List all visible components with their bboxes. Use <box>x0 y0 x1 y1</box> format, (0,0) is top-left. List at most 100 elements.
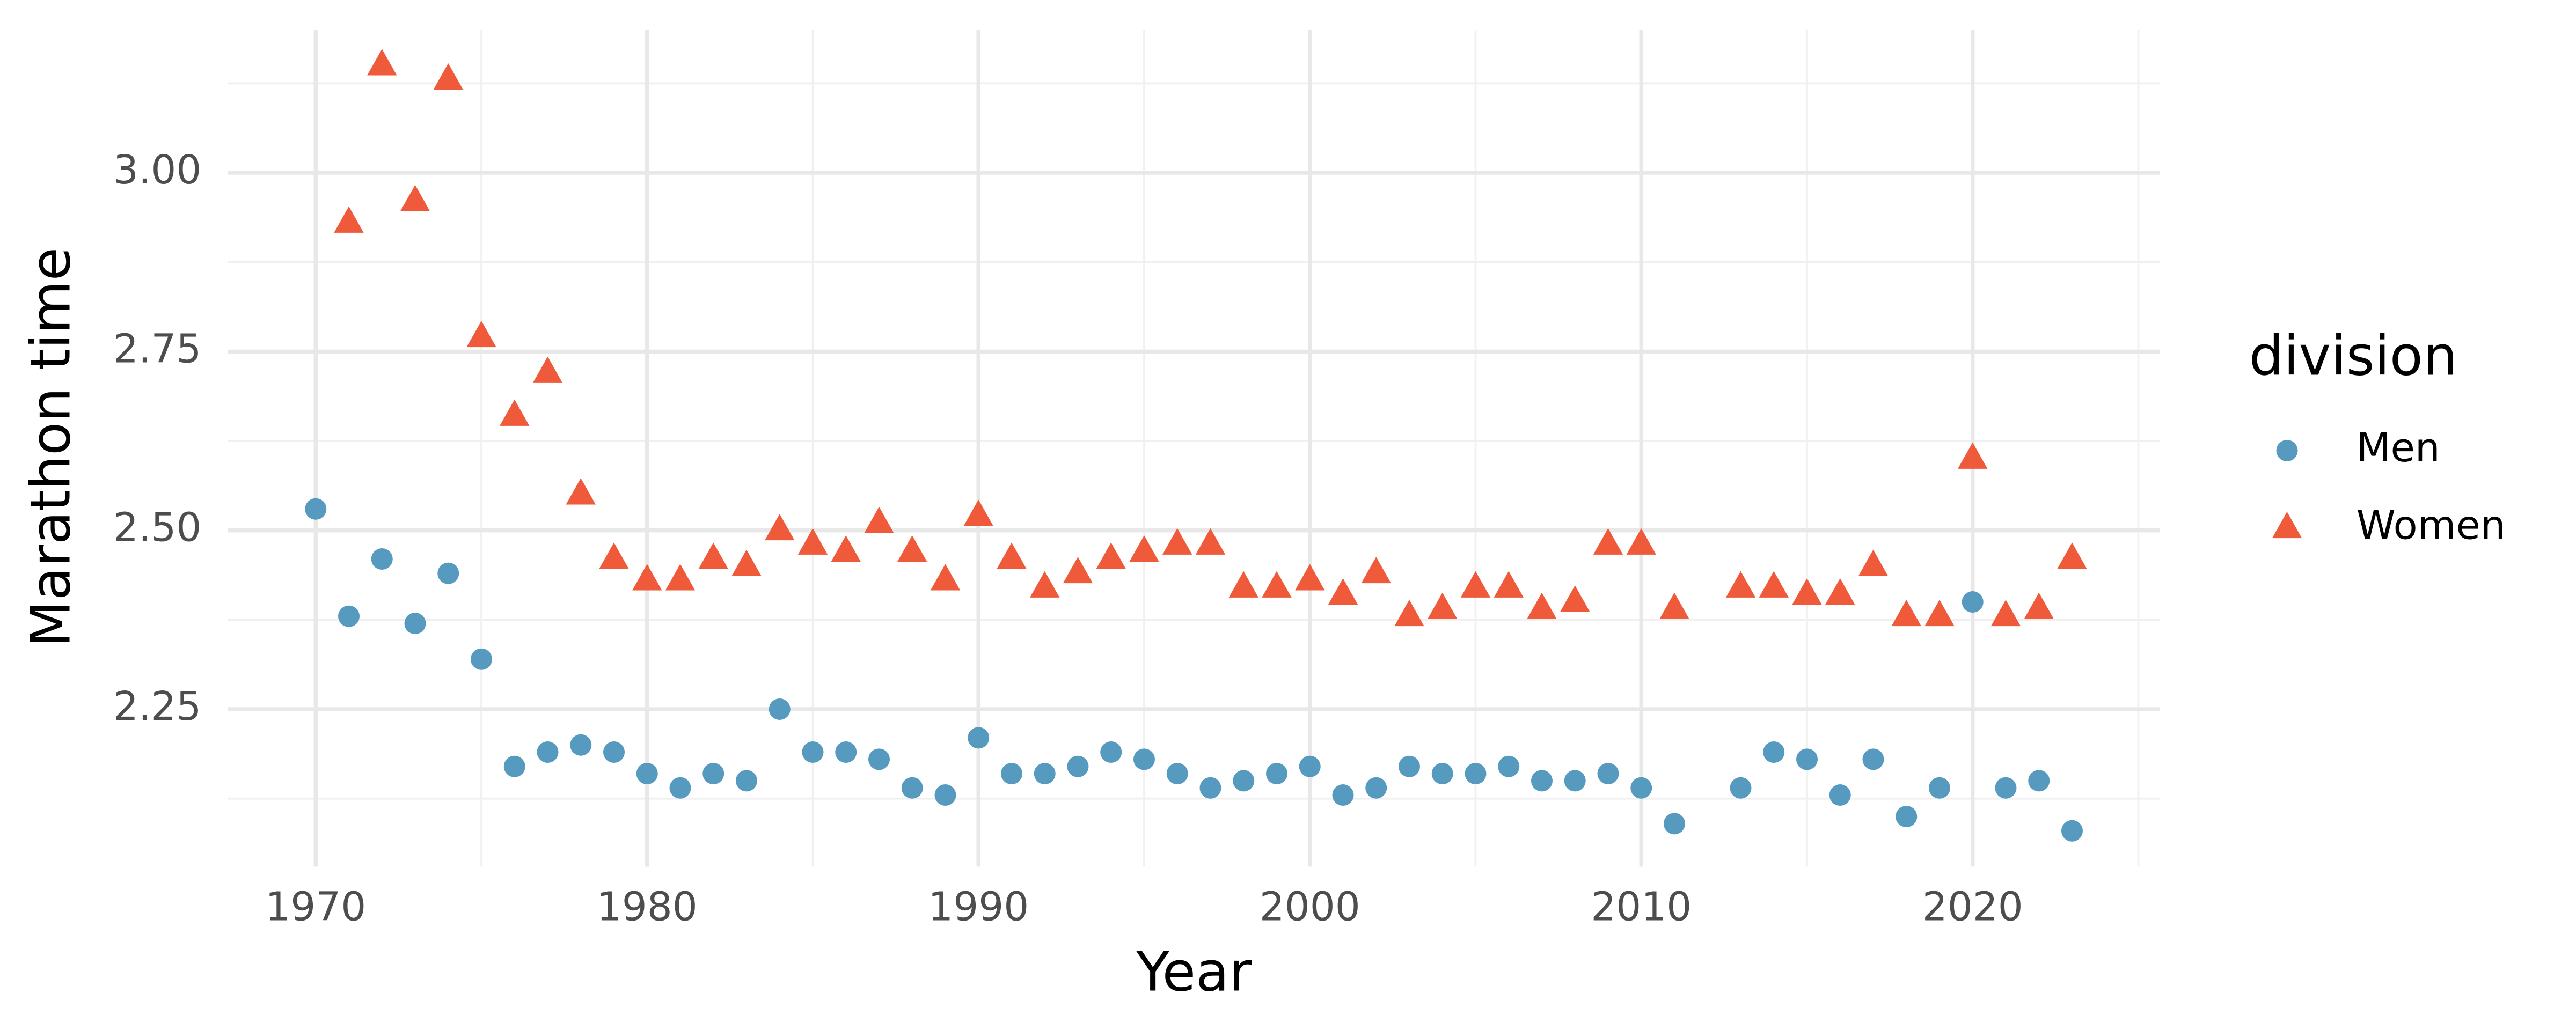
point <box>997 542 1027 569</box>
point <box>702 763 724 785</box>
point <box>1792 578 1822 605</box>
point <box>1166 763 1188 785</box>
point <box>1398 755 1420 777</box>
point <box>1896 806 1918 828</box>
point <box>466 320 496 348</box>
point <box>566 478 596 505</box>
x-axis-title: Year <box>1136 940 1252 1003</box>
point <box>470 648 492 670</box>
point <box>1527 592 1557 619</box>
point <box>1195 528 1226 555</box>
point <box>2028 770 2050 792</box>
point <box>1958 442 1988 469</box>
point <box>334 206 364 233</box>
point <box>735 770 757 792</box>
point <box>1265 763 1287 785</box>
point <box>1593 528 1623 555</box>
legend: Men Women <box>2272 425 2506 549</box>
point <box>636 763 658 785</box>
point <box>632 564 662 591</box>
point <box>1262 571 1292 598</box>
x-tick-label: 2000 <box>1260 884 1360 930</box>
point <box>537 741 559 763</box>
point <box>367 49 397 76</box>
grid <box>228 30 2160 867</box>
point <box>1394 599 1424 627</box>
point <box>1759 571 1789 598</box>
point <box>868 748 890 770</box>
point <box>1928 777 1950 799</box>
point <box>1067 755 1089 777</box>
point <box>1233 770 1255 792</box>
point <box>1924 599 1955 627</box>
point <box>1328 578 1358 605</box>
point <box>2024 592 2054 619</box>
point <box>1858 549 1889 576</box>
point <box>930 564 961 591</box>
point <box>1133 748 1155 770</box>
point <box>765 513 795 541</box>
x-tick-label: 2010 <box>1591 884 1692 930</box>
point <box>1365 777 1387 799</box>
point <box>404 613 426 635</box>
point <box>1862 748 1884 770</box>
point <box>1630 777 1652 799</box>
y-tick-label: 2.75 <box>113 326 201 372</box>
point <box>1531 770 1553 792</box>
x-tick-label: 2020 <box>1922 884 2023 930</box>
legend-key <box>2276 440 2298 461</box>
point <box>1626 528 1656 555</box>
y-tick-label: 2.25 <box>113 683 201 730</box>
point <box>1494 571 1524 598</box>
point <box>1725 571 1756 598</box>
point <box>1361 556 1391 584</box>
points <box>305 49 2087 842</box>
x-tick-label: 1990 <box>928 884 1029 930</box>
point <box>1096 542 1126 569</box>
point <box>599 542 629 569</box>
point <box>433 63 463 90</box>
point <box>1063 556 1093 584</box>
point <box>1564 770 1586 792</box>
point <box>305 498 327 520</box>
point <box>897 535 927 562</box>
point <box>769 698 791 720</box>
point <box>532 356 563 383</box>
point <box>1597 763 1619 785</box>
point <box>1796 748 1818 770</box>
point <box>400 185 430 211</box>
point <box>665 564 696 591</box>
point <box>802 741 824 763</box>
point <box>835 741 857 763</box>
legend-title: division <box>2249 325 2457 388</box>
y-axis-title: Marathon time <box>19 247 82 648</box>
point <box>1990 599 2021 627</box>
point <box>1962 591 1984 613</box>
point <box>1825 578 1855 605</box>
point <box>901 777 923 799</box>
x-tick-label: 1980 <box>597 884 698 930</box>
point <box>1000 763 1022 785</box>
point <box>1199 777 1221 799</box>
y-tick-label: 3.00 <box>113 147 201 193</box>
point <box>731 549 762 576</box>
point <box>1659 592 1689 619</box>
point <box>1162 528 1192 555</box>
point <box>338 605 360 627</box>
point <box>698 542 728 569</box>
point <box>1663 813 1685 835</box>
point <box>1560 585 1590 612</box>
point <box>1498 755 1520 777</box>
point <box>1730 777 1752 799</box>
point <box>603 741 625 763</box>
point <box>1891 599 1921 627</box>
point <box>864 506 894 533</box>
point <box>1763 741 1785 763</box>
x-tick-label: 1970 <box>265 884 366 930</box>
point <box>1299 755 1321 777</box>
point <box>1100 741 1122 763</box>
point <box>1228 571 1258 598</box>
point <box>963 499 993 526</box>
